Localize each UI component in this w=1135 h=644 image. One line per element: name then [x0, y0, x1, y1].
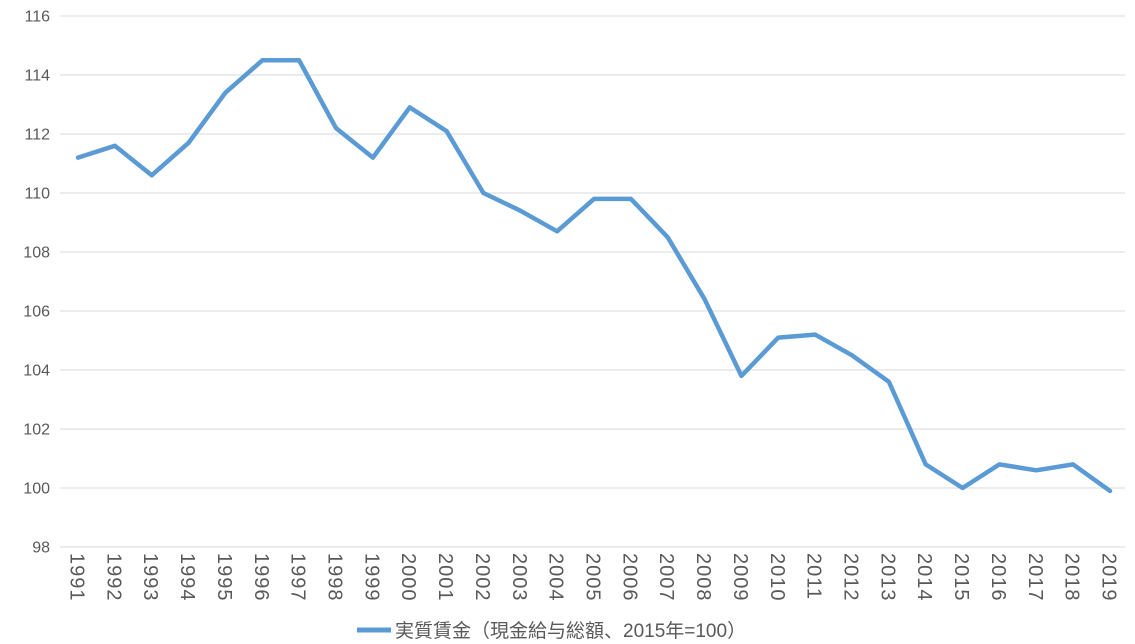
x-tick-label: 1993 — [139, 553, 161, 602]
x-tick-label: 2003 — [508, 553, 530, 602]
x-tick-label: 1999 — [360, 553, 382, 602]
x-tick-label: 2000 — [397, 553, 419, 602]
x-tick-label: 1994 — [176, 553, 198, 602]
x-tick-label: 2002 — [471, 553, 493, 602]
x-tick-label: 2004 — [545, 553, 567, 602]
x-tick-label: 2017 — [1024, 553, 1046, 602]
x-tick-label: 2010 — [766, 553, 788, 602]
y-tick-label: 104 — [23, 363, 50, 380]
x-tick-label: 2005 — [582, 553, 604, 602]
y-tick-label: 116 — [24, 9, 50, 26]
x-tick-label: 2006 — [618, 553, 640, 602]
x-tick-label: 2018 — [1061, 553, 1083, 602]
x-tick-label: 2013 — [876, 553, 898, 602]
y-axis-tick-labels: 116 114 112 110 108 106 104 102 100 98 — [23, 9, 50, 557]
y-tick-label: 106 — [23, 304, 50, 321]
y-tick-label: 112 — [24, 127, 50, 144]
x-tick-label: 2016 — [987, 553, 1009, 602]
x-tick-label: 2007 — [655, 553, 677, 602]
x-tick-label: 1991 — [66, 553, 88, 602]
x-tick-label: 2001 — [434, 553, 456, 602]
x-tick-label: 1997 — [287, 553, 309, 602]
y-tick-label: 98 — [32, 540, 50, 557]
y-tick-label: 110 — [24, 186, 50, 203]
x-tick-label: 2012 — [840, 553, 862, 602]
legend-label: 実質賃金（現金給与総額、2015年=100） — [395, 620, 746, 642]
x-axis-tick-labels: 1991 1992 1993 1994 1995 1996 1997 1998 1999 2000… — [66, 553, 1120, 602]
x-tick-label: 2019 — [1098, 553, 1120, 602]
horizontal-gridlines — [60, 15, 1125, 548]
x-tick-label: 2015 — [950, 553, 972, 602]
y-tick-label: 114 — [24, 68, 50, 85]
real-wage-series-line — [75, 58, 1113, 494]
x-tick-label: 1998 — [324, 553, 346, 602]
x-tick-label: 2008 — [692, 553, 714, 602]
x-tick-label: 1992 — [102, 553, 124, 602]
y-tick-label: 108 — [23, 245, 50, 262]
x-tick-label: 2009 — [729, 553, 751, 602]
y-tick-label: 100 — [23, 481, 50, 498]
x-tick-label: 2014 — [913, 553, 935, 602]
legend: 実質賃金（現金給与総額、2015年=100） — [357, 620, 746, 642]
x-tick-label: 1995 — [213, 553, 235, 602]
x-tick-label: 2011 — [803, 553, 825, 600]
y-tick-label: 102 — [23, 422, 50, 439]
x-tick-label: 1996 — [250, 553, 272, 602]
